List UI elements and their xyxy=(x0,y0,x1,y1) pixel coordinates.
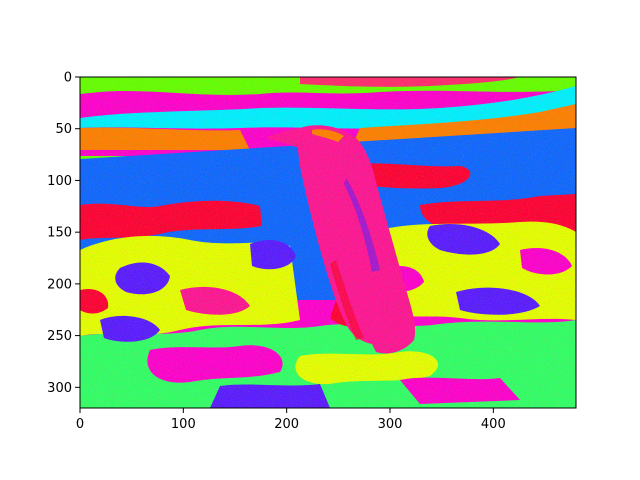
y-axis: 0 50 100 150 200 250 300 xyxy=(47,71,80,396)
x-tick-label: 200 xyxy=(274,417,299,432)
axes-frame xyxy=(79,76,577,409)
plot-image xyxy=(80,77,576,408)
y-tick-label: 100 xyxy=(47,174,72,189)
x-tick-label: 300 xyxy=(378,417,403,432)
y-tick-label: 150 xyxy=(47,226,72,241)
y-tick-label: 50 xyxy=(55,122,72,137)
y-tick-label: 250 xyxy=(47,329,72,344)
x-tick-label: 100 xyxy=(171,417,196,432)
y-tick-label: 300 xyxy=(47,381,72,396)
x-tick-label: 400 xyxy=(481,417,506,432)
y-tick-label: 200 xyxy=(47,277,72,292)
x-axis: 0 100 200 300 400 xyxy=(76,408,506,432)
y-tick-label: 0 xyxy=(64,71,72,86)
x-tick-label: 0 xyxy=(76,417,84,432)
